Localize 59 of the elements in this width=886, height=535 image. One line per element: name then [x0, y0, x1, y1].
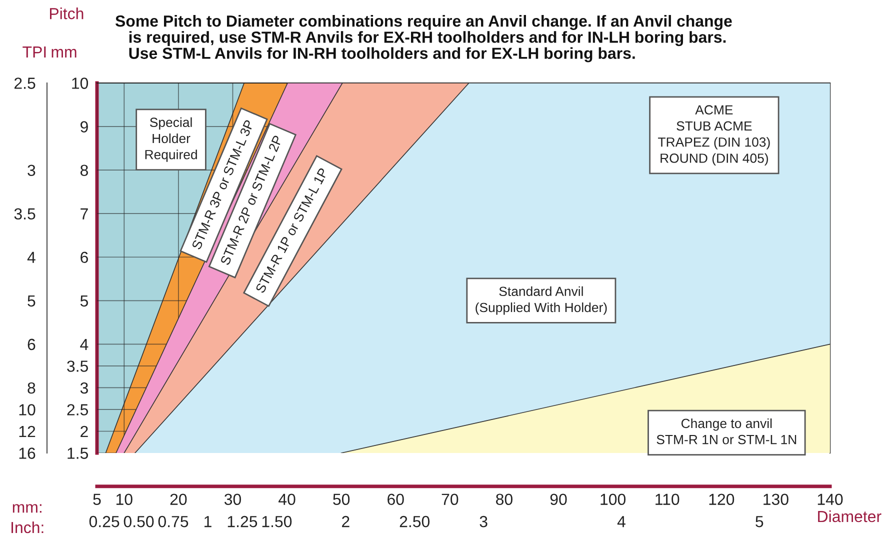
annotation: Special Holder Required	[145, 117, 197, 162]
category-label: 12	[19, 426, 36, 438]
x2-tick-label: 2	[342, 516, 350, 528]
annotation: Standard Anvil (Supplied With Holder)	[476, 286, 607, 315]
x2-tick-label: 0.25	[89, 516, 120, 528]
category-label: 16	[19, 448, 36, 459]
x2-tick-label: 1	[204, 516, 212, 528]
y-tick-label: 5	[80, 295, 88, 307]
text: Pitch	[50, 8, 84, 20]
category-label: 8	[28, 382, 36, 394]
category-label: 10	[19, 404, 36, 416]
category-label: 6	[28, 338, 36, 350]
annotation: ACME STUB ACME TRAPEZ (DIN 103) ROUND (DIN 405)	[658, 105, 770, 166]
y-tick-label: 7	[80, 208, 88, 220]
y2-axis-title: TPI	[22, 46, 46, 58]
category-label: 3.5	[14, 208, 36, 220]
x2-tick-label: 2.50	[400, 516, 430, 528]
x2-tick-label: 1.50	[262, 516, 292, 528]
x-tick-label: 90	[550, 494, 567, 506]
x-axis-title: mm:	[12, 504, 42, 513]
y-tick-label: 1.5	[68, 448, 88, 459]
x2-tick-label: 1.25	[228, 516, 258, 528]
y-tick-label: 2	[80, 426, 88, 438]
x-tick-label: 110	[656, 494, 680, 506]
y-tick-label: 6	[80, 252, 88, 264]
x2-tick-label: 3	[480, 516, 488, 528]
x-tick-label: 60	[388, 494, 404, 506]
x2-tick-label: 5	[756, 516, 764, 528]
x-tick-label: 5	[93, 494, 101, 506]
category-label: 3	[28, 164, 36, 176]
y-axis-title: mm	[52, 48, 76, 58]
y-tick-label: 8	[80, 164, 88, 176]
x-tick-label: 70	[442, 494, 458, 506]
category-label: 4	[27, 252, 36, 263]
y-tick-label: 3.5	[67, 360, 88, 372]
x-tick-label: 130	[764, 494, 788, 506]
x-tick-label: 100	[600, 494, 626, 506]
x-tick-label: 30	[224, 494, 241, 506]
x-tick-label: 10	[116, 494, 132, 506]
y-tick-label: 3	[80, 382, 88, 394]
x-tick-label: 50	[333, 494, 350, 506]
category-label: 5	[28, 295, 36, 307]
text: Diameter	[818, 510, 882, 522]
annotation: Change to anvil STM-R 1N or STM-L 1N	[656, 418, 796, 444]
x2-axis-title: Inch:	[12, 521, 44, 534]
y-tick-label: 4	[80, 338, 88, 350]
x-tick-label: 120	[709, 494, 734, 506]
category-label: 2.5	[14, 78, 36, 89]
x-tick-label: 80	[496, 494, 512, 506]
x2-tick-label: 4	[617, 516, 626, 528]
chart-title: Some Pitch to Diameter combinations require an Anvil change. If an Anvil change is required, use STM-R Anvils for EX-RH toolholders and for IN-LH boring bars. Use STM-L Anvils for IN-RH toolholders and for EX-LH boring bars.	[115, 15, 732, 62]
y-tick-label: 9	[80, 121, 88, 132]
y-tick-label: 2.5	[67, 404, 88, 416]
y-tick-label: 10	[72, 78, 88, 89]
x-tick-label: 20	[170, 494, 187, 506]
x2-tick-label: 0.50	[124, 516, 154, 528]
x-tick-label: 40	[278, 494, 296, 506]
x2-tick-label: 0.75	[158, 516, 188, 528]
x-tick-label: 140	[818, 494, 843, 506]
